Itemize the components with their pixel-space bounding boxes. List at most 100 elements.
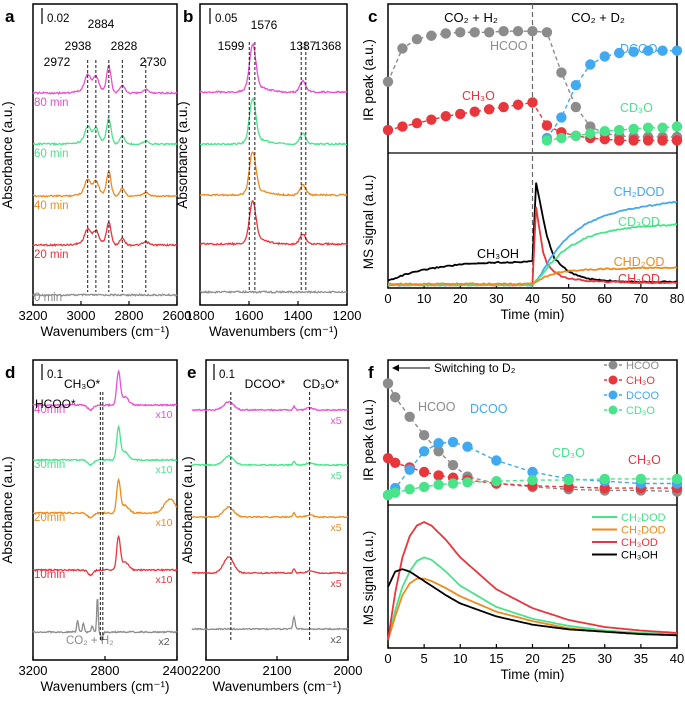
panel-a-scale-label: 0.02 bbox=[47, 13, 69, 25]
panel-c-ir-point bbox=[599, 134, 610, 145]
panel-c-ir-point bbox=[657, 122, 668, 133]
panel-c-ms-line bbox=[387, 266, 678, 286]
panel-e-mult-label: x2 bbox=[330, 634, 341, 646]
panel-c-letter: c bbox=[368, 7, 377, 26]
panel-e-series-line bbox=[191, 454, 349, 467]
panel-b-series-line bbox=[199, 42, 348, 94]
panel-c-ir-line bbox=[546, 50, 677, 139]
panel-c-xtick-label: 50 bbox=[561, 291, 575, 306]
panel-c-ir-point bbox=[671, 135, 683, 146]
panel-f-legend-ir-label: CH₃O bbox=[626, 375, 655, 387]
panel-b-series-line bbox=[200, 96, 348, 146]
panel-e-ylabel: Absorbance (a.u.) bbox=[180, 456, 195, 563]
panel-f-ir-point bbox=[635, 473, 647, 485]
panel-a-xlabel: Wavenumbers (cm⁻¹) bbox=[41, 324, 170, 339]
panel-c-ir-point bbox=[512, 25, 524, 37]
panel-d-mult-label: x10 bbox=[156, 464, 173, 476]
panel-f-ir-point bbox=[418, 430, 430, 441]
panel-d-xtick-label: 2800 bbox=[91, 663, 120, 678]
panel-c-ir-line bbox=[546, 125, 678, 142]
panel-f-ir-point bbox=[390, 487, 401, 498]
panel-d-series-label: CO₂ + H₂ bbox=[66, 635, 114, 647]
panel-c-ir-point bbox=[599, 51, 610, 62]
panel-a-series-label: 20 min bbox=[34, 249, 69, 261]
panel-d-scale-label: 0.1 bbox=[47, 369, 63, 381]
panel-c-ir-point bbox=[614, 135, 625, 146]
panel-f-legend-ir-marker bbox=[608, 375, 618, 385]
panel-c-xtick-label: 20 bbox=[453, 291, 467, 306]
panel-c-ir-label: CD₃O bbox=[620, 101, 653, 115]
panel-a-letter: a bbox=[5, 7, 15, 26]
panel-f-ir-point bbox=[447, 478, 459, 489]
panel-c-ms-label: CH₃OD bbox=[618, 272, 660, 286]
panel-d-series-label: 30min bbox=[34, 459, 65, 471]
panel-e-xtick-label: 2100 bbox=[263, 663, 292, 678]
panel-c-ir-point bbox=[671, 45, 683, 56]
panel-f-ir-point bbox=[390, 392, 401, 403]
panel-b-series-line bbox=[200, 289, 348, 295]
panel-d-mult-label: x10 bbox=[156, 574, 173, 586]
panel-c-ir-point bbox=[585, 59, 596, 70]
panel-c-ir-point bbox=[397, 121, 408, 132]
panel-b-peak-label: 1368 bbox=[315, 39, 342, 53]
panel-f-xtick-label: 40 bbox=[670, 651, 684, 666]
panel-e-series-line bbox=[191, 400, 349, 412]
panel-c-ir-point bbox=[512, 99, 524, 110]
panel-c-ms-label: CD₃OD bbox=[618, 215, 660, 229]
panel-f-legend-ir-label: DCOO bbox=[626, 390, 659, 402]
panel-e-series-line bbox=[191, 614, 349, 631]
panel-f-ir-point bbox=[563, 474, 574, 486]
panel-e-mult-label: x5 bbox=[330, 415, 341, 427]
panel-c-xtick-label: 60 bbox=[598, 291, 612, 306]
panel-c-ir-point bbox=[628, 135, 639, 146]
panel-b-xtick-label: 1600 bbox=[235, 308, 264, 323]
panel-a-ylabel: Absorbance (a.u.) bbox=[0, 101, 15, 208]
panel-d-mult-label: x10 bbox=[156, 517, 173, 529]
panel-d-series-line bbox=[32, 477, 178, 519]
panel-c-ir-point bbox=[570, 80, 582, 91]
panel-f-ir-point bbox=[527, 466, 538, 478]
panel-f-ir-point bbox=[447, 459, 459, 471]
panel-c-ir-point bbox=[585, 128, 596, 139]
panel-c-ylabel-bottom: MS signal (a.u.) bbox=[361, 175, 376, 270]
panel-c-ir-point bbox=[426, 114, 437, 125]
panel-d-series-line bbox=[33, 424, 178, 467]
panel-f-xtick-label: 25 bbox=[561, 651, 575, 666]
panel-c-ir-point bbox=[455, 27, 466, 38]
panel-b-scale-label: 0.05 bbox=[215, 13, 237, 25]
panel-c-ir-point bbox=[657, 45, 668, 56]
panel-f-xlabel: Time (min) bbox=[501, 667, 565, 682]
panel-a-series-line bbox=[32, 293, 178, 298]
panel-c-ir-point bbox=[411, 34, 423, 45]
panel-a-series-line bbox=[32, 221, 178, 247]
panel-d-xtick-label: 2400 bbox=[163, 663, 192, 678]
panel-d-series-line bbox=[32, 598, 178, 642]
panel-b-frame bbox=[199, 3, 348, 306]
panel-b-xtick-label: 1200 bbox=[333, 308, 362, 323]
panel-c-xtick-label: 40 bbox=[525, 291, 539, 306]
panel-c-ylabel-top: IR peak (a.u.) bbox=[361, 39, 376, 121]
panel-f-arrow-head bbox=[392, 364, 399, 372]
panel-d-xlabel: Wavenumbers (cm⁻¹) bbox=[41, 679, 170, 694]
panel-f-ir-point bbox=[433, 479, 444, 490]
panel-f-xtick-label: 30 bbox=[598, 651, 612, 666]
panel-c-ir-point bbox=[382, 124, 394, 136]
panel-f-ir-point bbox=[418, 446, 430, 457]
panel-e-series-line bbox=[191, 505, 349, 519]
panel-c-ir-label: DCOO bbox=[620, 42, 658, 56]
panel-b-xtick-label: 1400 bbox=[284, 308, 313, 323]
panel-c-ir-point bbox=[440, 111, 451, 122]
panel-c-ir-point bbox=[642, 45, 654, 56]
panel-f-ir-point bbox=[462, 477, 473, 488]
panel-d-series-label: 20min bbox=[34, 512, 65, 524]
panel-e-mult-label: x5 bbox=[330, 470, 341, 482]
panel-c-ir-label: CH₃O bbox=[462, 89, 495, 103]
panel-a-peak-label: 2972 bbox=[44, 55, 71, 69]
panel-b-series-line bbox=[199, 151, 348, 197]
panel-c-ir-point bbox=[556, 132, 567, 144]
panel-b-xlabel: Wavenumbers (cm⁻¹) bbox=[209, 324, 338, 339]
panel-f-ir-point bbox=[527, 474, 538, 486]
panel-f-ms-line bbox=[387, 556, 678, 641]
panel-f-ir-point bbox=[447, 436, 459, 448]
